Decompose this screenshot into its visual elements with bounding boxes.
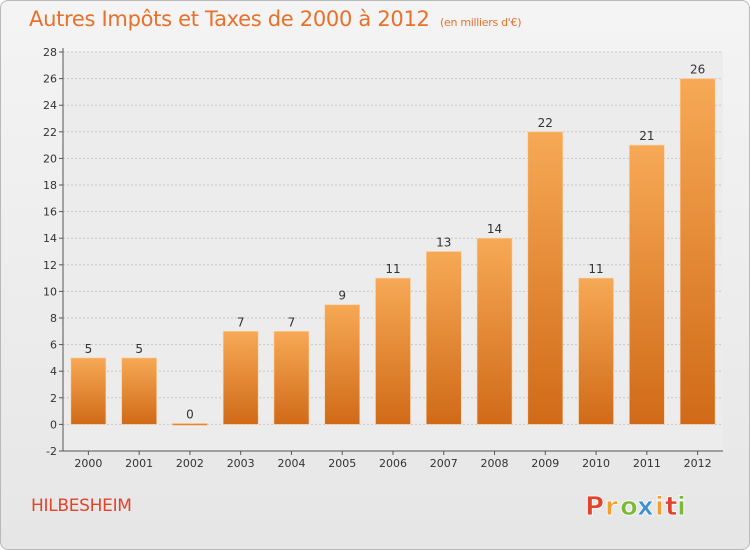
bar-value-label: 5 [85,342,93,356]
logo-letter: P [585,492,604,522]
x-tick-label: 2005 [328,457,356,470]
y-tick-label: 12 [43,259,57,272]
x-tick-label: 2011 [633,457,661,470]
y-tick-label: 4 [50,365,57,378]
y-tick-label: 6 [50,339,57,352]
x-tick-label: 2004 [277,457,305,470]
bar [375,277,411,425]
bar-value-label: 14 [487,222,502,236]
bar-value-label: 0 [186,407,194,421]
y-tick-label: 16 [43,206,57,219]
y-tick-label: 0 [50,418,57,431]
x-tick-label: 2012 [684,457,712,470]
y-tick-label: 20 [43,152,57,165]
bar [476,237,513,425]
chart-title: Autres Impôts et Taxes de 2000 à 2012 (e… [29,7,521,31]
bar-value-label: 5 [135,342,143,356]
x-tick-label: 2007 [430,457,458,470]
bar [629,144,665,425]
y-tick-label: 22 [43,126,57,139]
y-tick-label: 10 [43,285,57,298]
bar [172,423,208,426]
logo-letter: i [677,492,686,522]
bar-value-label: 22 [538,116,553,130]
bar [425,251,462,425]
logo-letter: r [605,492,618,522]
x-tick-label: 2001 [125,457,153,470]
bar [121,357,157,425]
x-tick-label: 2002 [176,457,204,470]
bar-value-label: 11 [385,262,400,276]
y-tick-label: 18 [43,179,57,192]
x-tick-label: 2010 [582,457,610,470]
y-tick-label: 8 [50,312,57,325]
bar-value-label: 7 [288,315,296,329]
chart-subtitle: (en milliers d'€) [440,16,522,29]
commune-name: HILBESHEIM [31,496,132,516]
bar-value-label: 21 [639,129,654,143]
bar [324,304,361,425]
bar-value-label: 26 [690,63,705,77]
y-tick-label: 26 [43,73,57,86]
bar [679,78,716,425]
bar [578,277,614,425]
y-tick-label: 2 [50,392,57,405]
logo-letter: o [620,492,638,522]
x-tick-label: 2000 [74,457,102,470]
y-tick-label: 28 [43,46,57,59]
x-tick-label: 2006 [379,457,407,470]
bar-value-label: 11 [588,262,603,276]
y-tick-label: 14 [43,232,57,245]
bar [273,330,310,425]
x-tick-label: 2008 [481,457,509,470]
x-tick-label: 2003 [227,457,255,470]
bar-value-label: 13 [436,236,451,250]
logo-letter: x [637,492,654,522]
bar-value-label: 9 [338,289,346,303]
bar-value-label: 7 [237,315,245,329]
y-tick-label: 24 [43,99,57,112]
bar [70,357,107,425]
logo-letter: i [655,492,664,522]
bar-layer: 5 5 0 7 7 9 11 13 14 22 11 21 26 [70,63,716,426]
bar [527,131,564,425]
logo-letter: t [665,492,677,522]
x-tick-label: 2009 [531,457,559,470]
chart-title-text: Autres Impôts et Taxes de 2000 à 2012 [29,7,430,31]
bar [222,330,259,425]
y-tick-label: -2 [46,445,57,458]
